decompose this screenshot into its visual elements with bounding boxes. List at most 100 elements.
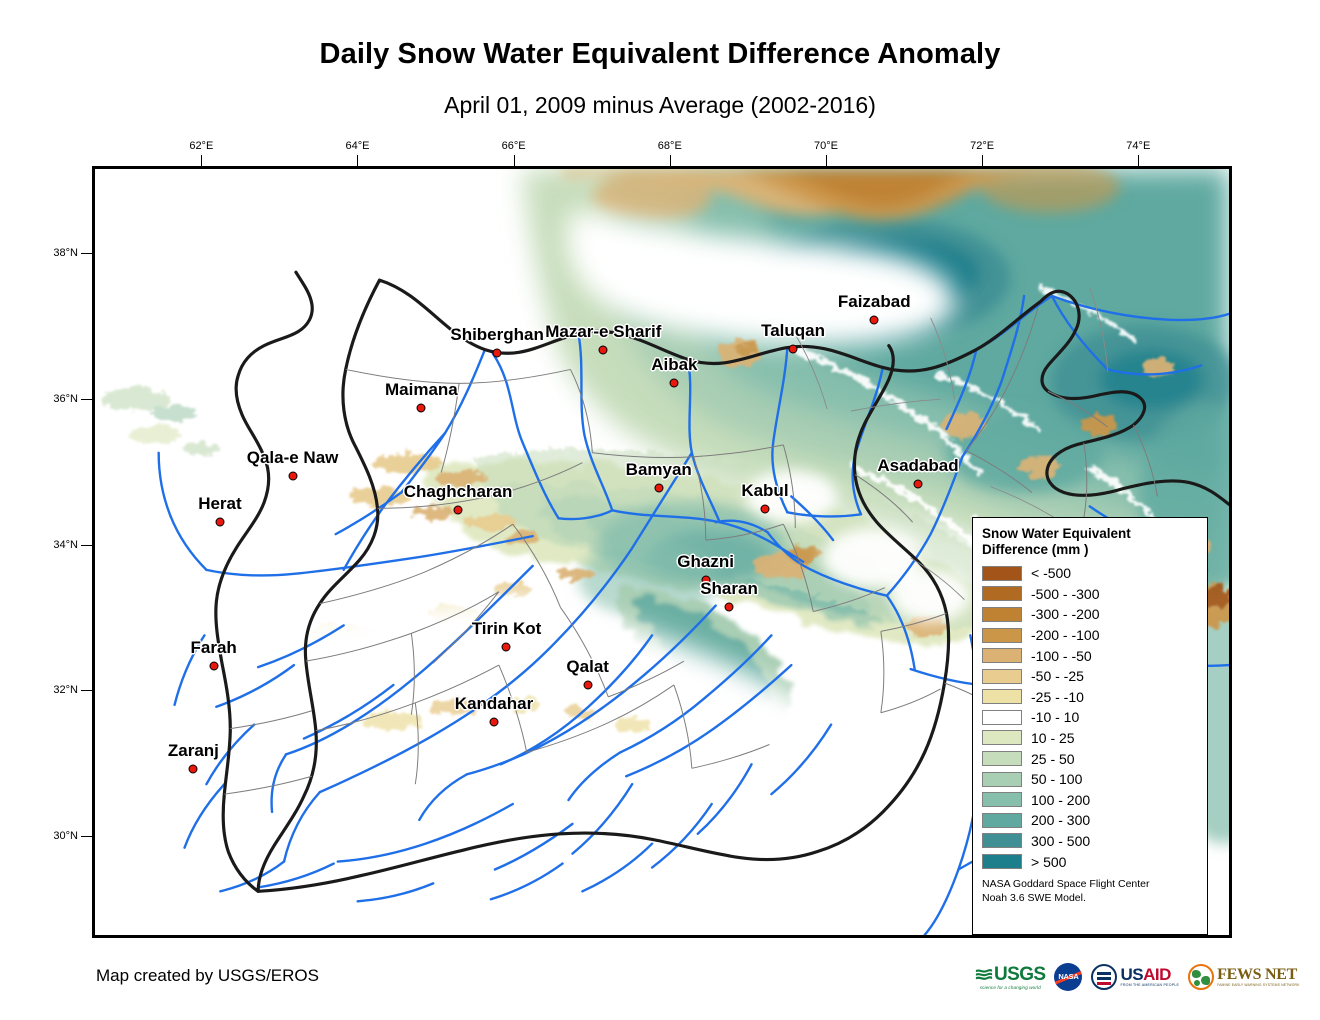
legend-label: -200 - -100 (1031, 627, 1100, 644)
lon-tick-mark (201, 155, 203, 166)
usgs-logo[interactable]: USGS science for a changing world (975, 960, 1046, 994)
city-label: Aibak (651, 355, 698, 375)
city-label: Herat (198, 494, 242, 514)
legend-row[interactable]: -50 - -25 (982, 666, 1198, 687)
legend-label: > 500 (1031, 853, 1067, 870)
lon-tick-mark (982, 155, 984, 166)
legend-label: 300 - 500 (1031, 832, 1091, 849)
legend-row[interactable]: -25 - -10 (982, 687, 1198, 708)
legend-color-swatch (982, 586, 1022, 602)
legend-class-list: < -500 -500 - -300 -300 - -200 -200 - -100 -… (982, 563, 1198, 872)
lat-tick-mark (81, 544, 92, 546)
legend-row[interactable]: -100 - -50 (982, 645, 1198, 666)
city-dot-icon (583, 680, 593, 690)
city-label: Bamyan (625, 459, 692, 479)
city-label: Mazar-e Sharif (545, 322, 662, 342)
page-title: Daily Snow Water Equivalent Difference A… (319, 38, 1001, 70)
legend-label: 100 - 200 (1031, 791, 1091, 808)
nasa-logo[interactable]: NASA (1054, 960, 1083, 994)
legend-title: Snow Water Equivalent Difference (mm ) (982, 526, 1198, 559)
legend-color-swatch (982, 792, 1022, 808)
legend-label: 50 - 100 (1031, 771, 1083, 788)
city-dot-icon (215, 517, 225, 527)
legend-color-swatch (982, 854, 1022, 870)
legend-color-swatch (982, 833, 1022, 849)
legend-title-line1: Snow Water Equivalent (982, 526, 1131, 541)
legend-label: 200 - 300 (1031, 812, 1091, 829)
legend-label: -25 - -10 (1031, 688, 1084, 705)
city-label: Maimana (385, 379, 458, 399)
map-frame[interactable]: Faizabad Shiberghan Mazar-e Sharif Taluqan A… (92, 166, 1232, 938)
lon-tick-label: 74°E (1126, 140, 1151, 152)
city-dot-icon (598, 345, 608, 355)
city-dot-icon (209, 661, 219, 671)
legend-row[interactable]: 300 - 500 (982, 831, 1198, 852)
legend-row[interactable]: 100 - 200 (982, 789, 1198, 810)
city-dot-icon (489, 717, 499, 727)
city-label: Asadabad (877, 456, 959, 476)
legend-label: -300 - -200 (1031, 606, 1100, 623)
usgs-tagline: science for a changing world (979, 984, 1041, 990)
legend-row[interactable]: < -500 (982, 563, 1198, 584)
map-legend[interactable]: Snow Water Equivalent Difference (mm ) <… (972, 517, 1208, 935)
city-dot-icon (760, 504, 770, 514)
fews-net-logo[interactable]: FEWS NET FAMINE EARLY WARNING SYSTEMS NE… (1188, 960, 1299, 994)
legend-row[interactable]: -200 - -100 (982, 625, 1198, 646)
legend-label: -500 - -300 (1031, 585, 1100, 602)
legend-row[interactable]: -300 - -200 (982, 604, 1198, 625)
agency-logos: USGS science for a changing world NASA U… (975, 958, 1300, 996)
map-raster (95, 169, 1229, 935)
legend-color-swatch (982, 565, 1022, 581)
legend-color-swatch (982, 771, 1022, 787)
legend-row[interactable]: 10 - 25 (982, 728, 1198, 749)
legend-title-line2: Difference (mm ) (982, 542, 1089, 558)
usaid-seal-icon (1091, 964, 1118, 990)
fews-tagline: FAMINE EARLY WARNING SYSTEMS NETWORK (1217, 982, 1300, 987)
lat-tick-mark (81, 836, 92, 838)
fews-globe-icon (1188, 964, 1215, 990)
lon-tick-mark (669, 155, 671, 166)
legend-row[interactable]: 200 - 300 (982, 810, 1198, 831)
legend-row[interactable]: 50 - 100 (982, 769, 1198, 790)
lon-tick-label: 66°E (501, 140, 526, 152)
legend-color-swatch (982, 709, 1022, 725)
province-boundaries (224, 307, 1158, 795)
legend-row[interactable]: 25 - 50 (982, 748, 1198, 769)
lat-tick-label: 30°N (53, 830, 78, 843)
legend-label: 25 - 50 (1031, 750, 1075, 767)
city-label: Sharan (700, 579, 758, 599)
legend-row[interactable]: -500 - -300 (982, 584, 1198, 605)
city-label: Faizabad (837, 292, 911, 312)
lat-tick-label: 34°N (53, 538, 78, 551)
usaid-wordmark: USAID (1120, 965, 1171, 985)
lat-tick-label: 32°N (53, 684, 78, 697)
city-dot-icon (501, 642, 511, 652)
legend-color-swatch (982, 648, 1022, 664)
legend-note-line1: NASA Goddard Space Flight Center (982, 877, 1150, 890)
legend-label: < -500 (1031, 565, 1072, 582)
nasa-wordmark: NASA (1058, 972, 1079, 981)
city-label: Taluqan (761, 320, 826, 340)
city-dot-icon (416, 403, 426, 413)
lon-tick-label: 62°E (189, 140, 214, 152)
legend-row[interactable]: > 500 (982, 851, 1198, 872)
city-dot-icon (288, 471, 298, 481)
lon-tick-mark (513, 155, 515, 166)
legend-row[interactable]: -10 - 10 (982, 707, 1198, 728)
lon-tick-label: 72°E (970, 140, 995, 152)
usaid-tagline: FROM THE AMERICAN PEOPLE (1120, 983, 1180, 988)
lat-tick-label: 36°N (53, 393, 78, 406)
legend-note-line2: Noah 3.6 SWE Model. (982, 891, 1086, 904)
usaid-logo[interactable]: USAID FROM THE AMERICAN PEOPLE (1091, 960, 1179, 994)
lat-tick-mark (81, 253, 92, 255)
lat-tick-mark (81, 399, 92, 401)
afghanistan-border (214, 270, 1229, 893)
city-label: Kabul (741, 481, 789, 501)
legend-color-swatch (982, 627, 1022, 643)
lat-tick-label: 38°N (53, 247, 78, 260)
city-dot-icon (188, 764, 198, 774)
fews-wordmark: FEWS NET (1217, 965, 1297, 983)
legend-source-note: NASA Goddard Space Flight Center Noah 3.… (982, 878, 1198, 906)
lon-tick-label: 68°E (657, 140, 682, 152)
city-label: Chaghcharan (403, 481, 513, 501)
